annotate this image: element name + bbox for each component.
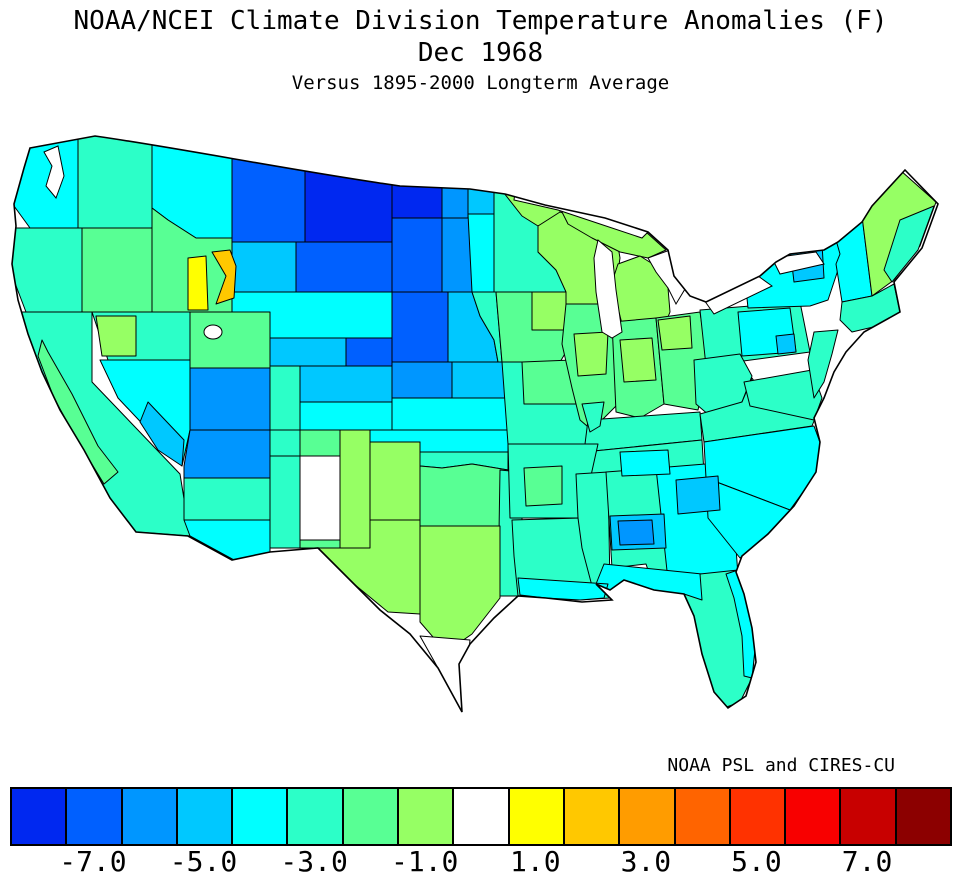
division-pa-b [775,333,797,355]
colorbar-tick-3: 3.0 [620,845,672,875]
division-ut-s [189,367,271,431]
colorbar-cell--7 [65,789,121,844]
colorbar-tick-5: 5.0 [731,845,782,875]
division-or-w [12,227,83,313]
division-az-c [183,477,271,521]
division-wy-ne [295,241,393,293]
division-tx-tip [419,635,471,712]
division-nj [807,329,839,399]
division-tn-c [619,449,671,477]
division-co-s [299,401,393,431]
division-mt-e [304,136,393,243]
division-il-s [581,401,605,433]
division-nm-w [299,455,341,541]
division-ut-n [189,311,271,369]
division-il-c [573,331,609,377]
division-wa-e [77,136,153,229]
colorbar-tick-labels: -7.0 -5.0 -3.0 -1.0 1.0 3.0 5.0 7.0 [0,845,961,875]
division-in-c [619,337,657,383]
division-nv-b [139,401,185,467]
division-nv-nw [95,315,137,357]
title-baseline: Versus 1895-2000 Longterm Average [291,72,670,94]
colorbar-tick--7: -7.0 [59,845,127,875]
colorbar-cell--4 [231,789,287,844]
credit-text: NOAA PSL and CIRES-CU [667,755,895,776]
division-mn-nw [467,138,495,215]
division-ne-w [391,291,449,363]
colorbar-cell-3 [618,789,674,844]
puget-sound [43,145,65,199]
title-date: Dec 1968 [417,38,544,68]
division-sd-e [441,217,473,293]
great-salt-lake [203,324,223,340]
division-nm-s [299,539,341,549]
colorbar-tick--1: -1.0 [390,845,459,875]
division-nm-e [339,429,371,549]
page-title: NOAA/NCEI Climate Division Temperature A… [73,6,888,36]
division-nm-sw [269,455,301,549]
division-al-bc [617,519,655,546]
colorbar-cell-4 [673,789,729,844]
division-ks-c [451,361,509,399]
division-co-c [299,365,393,403]
division-tx-cs [419,525,501,653]
division-ks-nw [391,361,453,399]
division-oh-nw [657,315,693,351]
colorbar-tick--3: -3.0 [280,845,348,875]
division-ar-c [523,465,563,507]
colorbar-cell-6 [784,789,840,844]
division-nm-n [299,429,341,457]
colorbar-cell-0 [452,789,508,844]
division-id-y [187,255,209,311]
division-co-n [269,337,347,367]
colorbar-cell-7 [839,789,895,844]
lake-michigan [593,239,623,339]
us-border-outline [11,135,939,713]
colorbar-cell--8 [12,789,66,844]
colorbar-tick--5: -5.0 [169,845,238,875]
colorbar-tick-1: 1.0 [509,845,561,875]
colorbar-cell-8 [894,789,951,844]
colorbar-cell--2 [341,789,398,844]
division-az-n [183,429,271,479]
division-nm-nw [269,429,301,457]
division-mn-w [467,213,495,293]
division-me-c [883,205,935,283]
division-la-s [517,577,609,601]
colorbar [10,787,952,846]
us-climate-division-map [11,135,939,713]
division-nd-e [441,136,469,219]
division-or-e [81,227,153,313]
colorbar-cell--6 [120,789,176,844]
division-sd-w [391,217,443,293]
colorbar-tick-7: 7.0 [841,845,893,875]
colorbar-cell--5 [175,789,232,844]
colorbar-cell-2 [562,789,619,844]
division-tx-nc [419,463,509,527]
division-mt-w [231,136,306,243]
division-tx-ph [369,441,421,521]
colorbar-cell-5 [728,789,785,844]
colorbar-cell-1 [507,789,563,844]
division-co-w [269,365,301,431]
colorbar-cell--3 [286,789,342,844]
division-wy-nw [231,241,297,293]
division-ga-b [675,475,721,515]
colorbar-cell--1 [397,789,453,844]
division-ks-s [391,397,509,431]
division-id-o [211,249,237,305]
division-co-ne [345,337,393,367]
division-nd-w [391,136,443,219]
